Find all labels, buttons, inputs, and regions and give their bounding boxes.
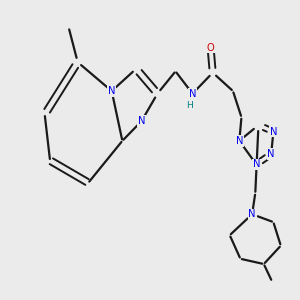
Text: N: N xyxy=(138,116,145,126)
Text: N: N xyxy=(253,159,260,170)
Text: N: N xyxy=(248,209,256,219)
Text: O: O xyxy=(207,43,214,53)
Text: N: N xyxy=(268,149,275,159)
Text: H: H xyxy=(186,100,193,109)
Text: N: N xyxy=(108,86,116,96)
Text: N: N xyxy=(236,136,243,146)
Text: N: N xyxy=(189,88,196,99)
Text: N: N xyxy=(270,127,277,137)
